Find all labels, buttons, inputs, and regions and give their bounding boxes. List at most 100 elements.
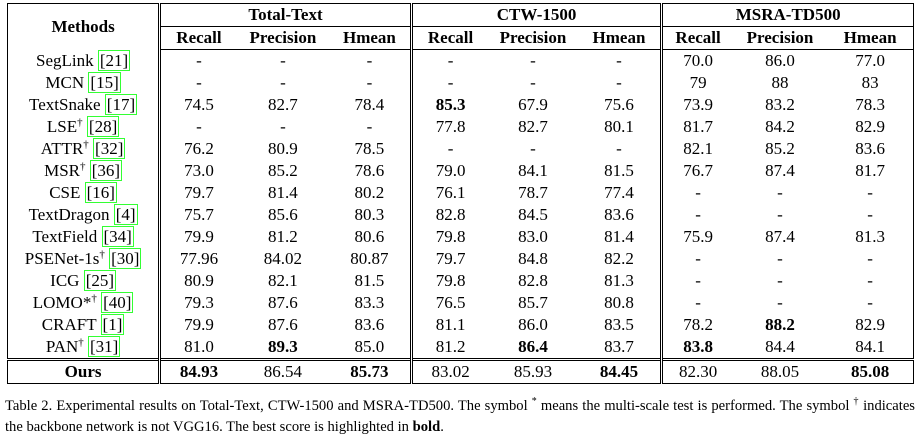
- citation: [4]: [113, 204, 138, 225]
- citation: [40]: [101, 292, 134, 313]
- citation: [32]: [93, 138, 126, 159]
- value: -: [280, 117, 286, 136]
- method-cell: TextDragon [4]: [7, 204, 162, 226]
- value-cell: 76.5: [411, 292, 488, 314]
- method-symbol: †: [99, 248, 105, 261]
- value-cell: 78.7: [488, 182, 577, 204]
- value: 84.2: [765, 117, 795, 136]
- value: -: [447, 51, 454, 70]
- value-cell: 81.5: [329, 270, 413, 292]
- value: 86.0: [765, 51, 795, 70]
- method-name: LSE: [46, 117, 78, 136]
- value-cell: 86.0: [733, 50, 827, 73]
- value-cell: 80.2: [329, 182, 413, 204]
- value-cell: 75.6: [577, 94, 664, 116]
- value-cell: 77.96: [160, 248, 237, 270]
- method-name: PSENet-1s: [24, 249, 100, 268]
- value-cell: 80.87: [329, 248, 413, 270]
- value: 79.7: [435, 249, 466, 268]
- value-cell: 84.8: [488, 248, 577, 270]
- value: -: [867, 249, 873, 268]
- value: 81.4: [268, 183, 298, 202]
- value-cell: 79.8: [411, 270, 488, 292]
- value-cell: 78.2: [662, 314, 733, 336]
- value: 80.3: [354, 205, 385, 224]
- value: 79.8: [435, 227, 466, 246]
- value: -: [196, 51, 202, 70]
- table-row: TextSnake [17] 74.5 82.7 78.4 85.3 67.9 75.6 73…: [7, 94, 914, 116]
- column-header: Hmean: [577, 26, 664, 50]
- value-cell: 83.8: [662, 336, 733, 360]
- value-cell: -: [733, 204, 827, 226]
- value: 83.7: [604, 337, 634, 356]
- value: -: [695, 183, 701, 202]
- value-cell: 82.7: [488, 116, 577, 138]
- method-symbol: †: [91, 292, 97, 305]
- value: 70.0: [683, 51, 713, 70]
- value: 82.1: [683, 139, 713, 158]
- value: 85.08: [850, 362, 890, 381]
- citation: [17]: [104, 94, 138, 115]
- method-name: ICG: [50, 271, 80, 290]
- value: 85.73: [350, 362, 389, 381]
- value-cell: 81.3: [577, 270, 664, 292]
- citation: [15]: [88, 72, 121, 93]
- table-row: ICG [25] 80.9 82.1 81.5 79.8 82.8 81.3 - - -: [7, 270, 914, 292]
- value-cell: 85.7: [488, 292, 577, 314]
- value: 87.4: [765, 227, 795, 246]
- value-cell: -: [662, 182, 733, 204]
- value: 85.3: [435, 95, 466, 114]
- value-cell: 73.0: [160, 160, 237, 182]
- method-name: CSE: [49, 183, 81, 202]
- value: 84.1: [518, 161, 548, 180]
- value-cell: -: [329, 49, 413, 72]
- value-cell: 82.8: [488, 270, 577, 292]
- column-header: Precision: [732, 26, 828, 50]
- value-cell: -: [733, 270, 827, 292]
- value-cell: 81.1: [411, 314, 488, 336]
- value-cell: 84.93: [159, 358, 237, 384]
- value: 78.4: [354, 95, 385, 114]
- value-cell: 82.9: [827, 116, 913, 138]
- results-table: Methods Total-Text CTW-1500 MSRA-TD500 R…: [7, 3, 914, 384]
- value: 81.3: [855, 227, 885, 246]
- value: -: [616, 51, 622, 70]
- value: 80.9: [268, 139, 298, 158]
- value-cell: -: [329, 72, 413, 94]
- value-cell: -: [733, 292, 827, 314]
- value: -: [695, 293, 701, 312]
- method-cell: ATTR† [32]: [7, 138, 162, 160]
- value-cell: 78.6: [329, 160, 413, 182]
- value: 79.3: [184, 293, 214, 312]
- value-cell: 85.0: [329, 336, 413, 360]
- value: 85.6: [268, 205, 298, 224]
- value-cell: -: [160, 72, 237, 94]
- value-cell: 74.5: [160, 94, 237, 116]
- value: 82.30: [678, 362, 718, 381]
- value-cell: 81.4: [577, 226, 664, 248]
- value-cell: 84.1: [488, 160, 577, 182]
- value-cell: 88: [733, 72, 827, 94]
- value: 82.9: [855, 315, 885, 334]
- value-cell: -: [662, 270, 733, 292]
- method-cell: LOMO*† [40]: [7, 292, 162, 314]
- value: 86.0: [518, 315, 548, 334]
- value-cell: 85.2: [237, 160, 329, 182]
- value-cell: 86.0: [488, 314, 577, 336]
- column-header: Precision: [488, 26, 578, 50]
- value-cell: 88.05: [732, 358, 828, 384]
- method-cell: SegLink [21]: [7, 49, 162, 72]
- value-cell: -: [733, 248, 827, 270]
- value-cell: 86.54: [236, 358, 330, 384]
- value-cell: 85.08: [827, 358, 914, 384]
- value-cell: 85.73: [329, 358, 413, 384]
- value: 85.7: [518, 293, 548, 312]
- value-cell: 77.8: [411, 116, 488, 138]
- value-cell: 67.9: [488, 94, 577, 116]
- value-cell: -: [160, 116, 237, 138]
- value-cell: 83.7: [577, 336, 664, 360]
- value-cell: 80.9: [237, 138, 329, 160]
- method-cell: CRAFT [1]: [7, 314, 162, 336]
- value: 85.2: [765, 139, 795, 158]
- method-cell: PSENet-1s† [30]: [7, 248, 162, 270]
